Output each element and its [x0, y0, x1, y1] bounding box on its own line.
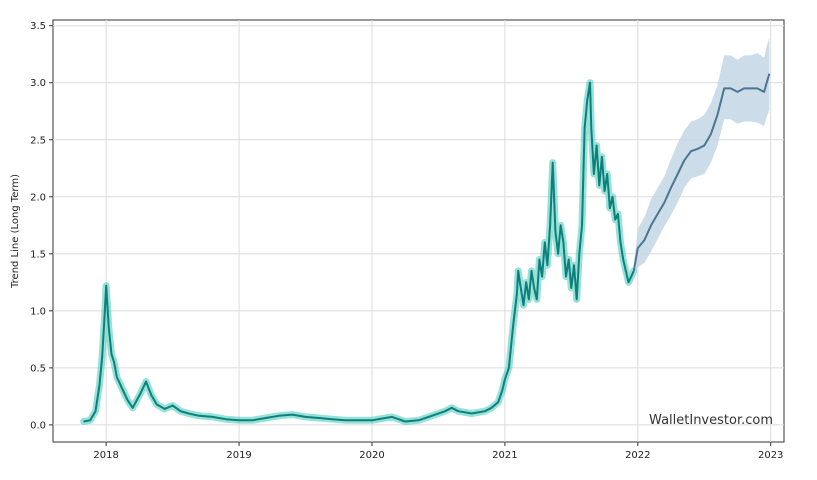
y-tick-label: 0.5 — [30, 363, 46, 374]
x-tick-label: 2023 — [758, 450, 783, 461]
forecast-band — [633, 37, 770, 277]
y-tick-label: 2.0 — [30, 192, 46, 203]
y-tick-label: 1.5 — [30, 249, 46, 260]
y-tick-label: 0.0 — [30, 420, 46, 431]
y-axis-label: Trend Line (Long Term) — [10, 174, 21, 289]
x-tick-label: 2019 — [226, 450, 251, 461]
axis-ticks: 2018 2019 2020 2021 2022 2023 0.0 0.5 1.0 1.5 2.0 2… — [30, 21, 783, 461]
x-tick-label: 2018 — [93, 450, 118, 461]
x-tick-label: 2022 — [625, 450, 650, 461]
x-tick-label: 2021 — [492, 450, 517, 461]
history-line — [83, 81, 635, 423]
y-tick-label: 1.0 — [30, 306, 46, 317]
x-tick-label: 2020 — [359, 450, 384, 461]
y-tick-label: 3.5 — [30, 21, 46, 32]
forecast-line — [632, 73, 771, 272]
y-tick-label: 2.5 — [30, 135, 46, 146]
series-lines — [83, 73, 771, 423]
plot-area — [52, 19, 785, 443]
y-tick-label: 3.0 — [30, 78, 46, 89]
watermark-text: WalletInvestor.com — [649, 413, 773, 428]
grid — [53, 20, 784, 442]
